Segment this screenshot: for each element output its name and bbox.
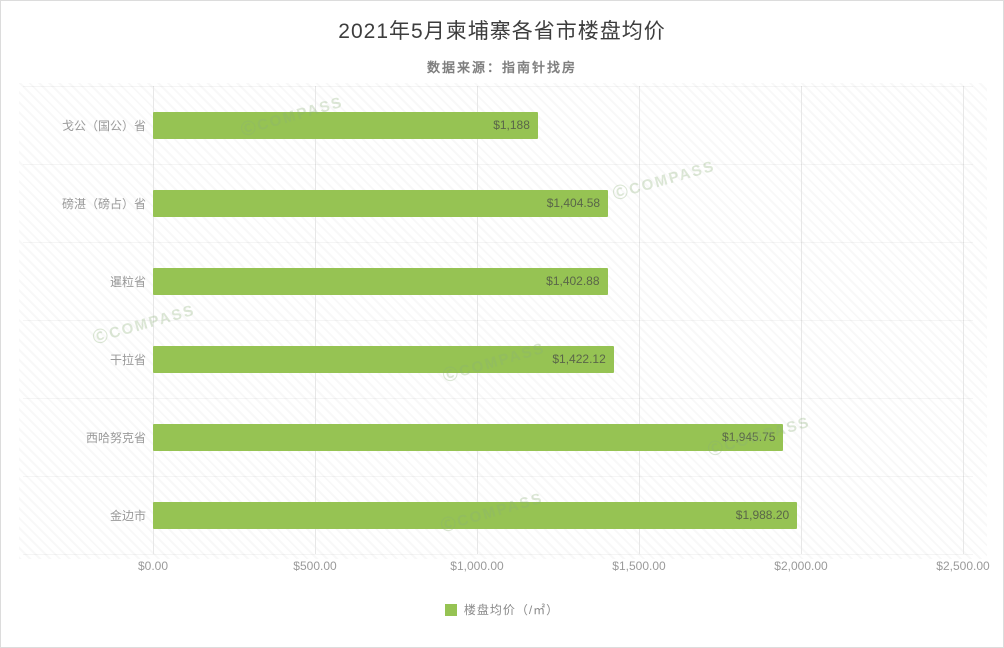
bar-value-label: $1,404.58	[546, 196, 601, 210]
x-axis: $0.00 $500.00 $1,000.00 $1,500.00 $2,000.00 $…	[138, 559, 990, 579]
row-separator	[23, 476, 973, 477]
bar: $1,188	[153, 111, 538, 139]
bar-value-label: $1,945.75	[722, 430, 776, 444]
row-separator	[23, 320, 973, 321]
plot-area: $1,188 $1,404.58 $1,402.88 $1,422.12 $1,945.…	[23, 86, 973, 555]
x-axis-tick-label: $0.00	[137, 559, 169, 573]
x-axis-tick-label: $500.00	[293, 559, 337, 573]
y-axis-label: 干拉省	[109, 353, 146, 367]
gridline	[477, 86, 478, 554]
row-separator	[23, 242, 973, 243]
x-axis-tick-label: $1,000.00	[450, 559, 504, 573]
bar: $1,988.20	[153, 501, 798, 529]
legend-swatch	[444, 603, 457, 616]
bar-value-label: $1,402.88	[546, 274, 600, 288]
row-separator	[23, 164, 973, 165]
bar: $1,945.75	[153, 423, 784, 451]
y-axis-label: 西哈努克省	[85, 431, 146, 445]
chart-title: 2021年5月柬埔寨各省市楼盘均价	[338, 20, 666, 43]
bar: $1,402.88	[153, 267, 608, 295]
x-axis-tick-label: $1,500.00	[612, 559, 666, 573]
y-axis-label: 金边市	[109, 509, 146, 523]
bar-value-label: $1,422.12	[552, 352, 606, 366]
chart-subtitle: 数据来源：指南针找房	[426, 60, 577, 75]
gridline	[639, 86, 640, 554]
legend: 楼盘均价（/㎡）	[1, 601, 1003, 618]
gridline	[153, 86, 154, 554]
gridline	[963, 86, 964, 554]
row-separator	[23, 86, 973, 87]
y-axis-label: 磅湛（磅占）省	[61, 197, 146, 211]
bar: $1,422.12	[153, 345, 614, 373]
x-axis-tick-label: $2,500.00	[936, 559, 990, 573]
y-axis-label: 暹粒省	[109, 275, 146, 289]
gridline	[315, 86, 316, 554]
gridline	[801, 86, 802, 554]
x-axis-tick-label: $2,000.00	[774, 559, 828, 573]
bar-value-label: $1,188	[493, 118, 530, 132]
bar-value-label: $1,988.20	[735, 508, 790, 522]
y-axis-label: 戈公（国公）省	[61, 119, 146, 133]
bar: $1,404.58	[153, 189, 609, 217]
row-separator	[23, 398, 973, 399]
row-separator	[23, 554, 973, 555]
legend-label: 楼盘均价（/㎡）	[463, 603, 560, 617]
